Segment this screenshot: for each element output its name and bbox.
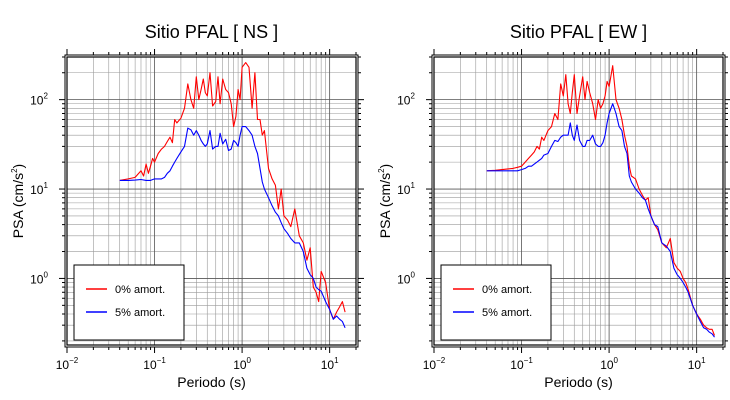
x-tick-label-exp: 1 (334, 356, 339, 365)
x-tick-label: 101 (688, 356, 706, 372)
y-tick-label-base: 10 (30, 94, 44, 108)
y-axis-label-close: ) (377, 164, 393, 169)
x-tick-label-exp: 0 (614, 356, 619, 365)
x-tick-label-base: 10 (233, 358, 247, 372)
series-line-0pct (486, 65, 716, 336)
y-tick-label-base: 10 (397, 183, 411, 197)
y-axis-label: PSA (cm/s2) (377, 164, 393, 238)
y-axis-label: PSA (cm/s2) (10, 164, 26, 238)
y-tick-label: 101 (397, 181, 415, 197)
y-axis-label-main: PSA (cm/s (10, 173, 26, 238)
x-tick-label: 10−1 (510, 356, 533, 372)
series-line-5pct (119, 126, 346, 329)
legend: 0% amort. 5% amort. (73, 264, 185, 341)
y-axis-label-close: ) (10, 164, 26, 169)
plot-frame-outer (64, 54, 359, 348)
x-tick-label-base: 10 (56, 358, 70, 372)
chart-panel-ns: Sitio PFAL [ NS ]10−2 10−1 100 101100101102… (10, 22, 364, 390)
series-group (486, 65, 716, 338)
chart-title: Sitio PFAL [ NS ] (145, 22, 278, 42)
y-tick-label-base: 10 (30, 183, 44, 197)
plot-frame-outer (431, 54, 726, 348)
y-tick-label: 100 (397, 270, 415, 286)
series-line-0pct (119, 62, 346, 320)
legend: 0% amort. 5% amort. (440, 264, 552, 341)
y-tick-label: 101 (30, 181, 48, 197)
y-tick-label-base: 10 (397, 94, 411, 108)
x-tick-label-exp: −2 (436, 356, 446, 365)
x-tick-label-exp: 1 (701, 356, 706, 365)
x-tick-label: 100 (600, 356, 618, 372)
y-tick-label: 102 (397, 92, 415, 108)
y-tick-label-exp: 1 (410, 181, 415, 190)
x-tick-label: 10−1 (143, 356, 166, 372)
legend-label: 5% amort. (115, 307, 165, 319)
y-axis-label-sup: 2 (10, 168, 19, 173)
x-tick-label-exp: −1 (157, 356, 167, 365)
plot-frame (433, 56, 724, 346)
x-tick-label: 10−2 (423, 356, 446, 372)
y-axis-label-sup: 2 (377, 168, 386, 173)
x-axis-label: Periodo (s) (177, 374, 245, 390)
x-tick-label-exp: −1 (524, 356, 534, 365)
x-tick-label-base: 10 (143, 358, 157, 372)
y-tick-label-base: 10 (397, 272, 411, 286)
x-tick-label: 100 (233, 356, 251, 372)
x-tick-label-exp: 0 (247, 356, 252, 365)
chart-panel-ew: Sitio PFAL [ EW ]10−2 10−1 100 101100101102… (377, 22, 730, 390)
axis-ticks (59, 49, 364, 353)
x-tick-label-base: 10 (510, 358, 524, 372)
y-axis-label-main: PSA (cm/s (377, 173, 393, 238)
x-tick-label-base: 10 (688, 358, 702, 372)
x-tick-label-base: 10 (600, 358, 614, 372)
x-axis-label: Periodo (s) (544, 374, 612, 390)
y-tick-label-exp: 2 (410, 92, 415, 101)
axis-ticks (426, 49, 730, 353)
grid-major (66, 57, 356, 345)
series-line-5pct (486, 103, 715, 338)
x-tick-label: 101 (321, 356, 339, 372)
legend-label: 0% amort. (482, 284, 532, 296)
y-tick-label: 100 (30, 270, 48, 286)
legend-label: 5% amort. (482, 307, 532, 319)
series-group (119, 62, 346, 329)
plot-frame (66, 56, 357, 346)
chart-title: Sitio PFAL [ EW ] (510, 22, 647, 42)
x-tick-label-base: 10 (423, 358, 437, 372)
legend-box (73, 264, 185, 341)
x-tick-label-base: 10 (321, 358, 335, 372)
y-tick-label: 102 (30, 92, 48, 108)
x-tick-label-exp: −2 (69, 356, 79, 365)
y-tick-label-exp: 0 (43, 270, 48, 279)
y-tick-label-base: 10 (30, 272, 44, 286)
y-tick-label-exp: 1 (43, 181, 48, 190)
y-tick-label-exp: 2 (43, 92, 48, 101)
legend-box (440, 264, 552, 341)
y-tick-label-exp: 0 (410, 270, 415, 279)
legend-label: 0% amort. (115, 284, 165, 296)
x-tick-label: 10−2 (56, 356, 79, 372)
